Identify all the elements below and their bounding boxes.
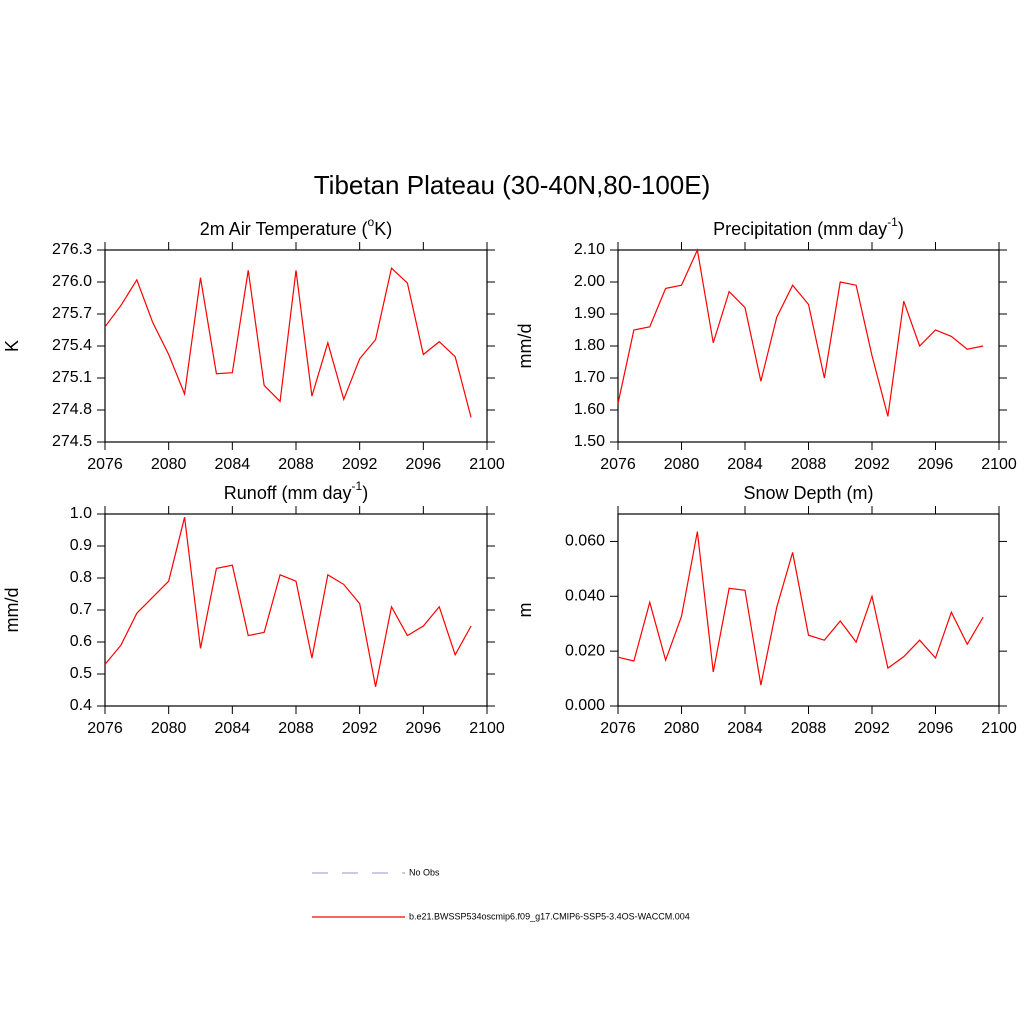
x-tick-label: 2096	[918, 456, 954, 473]
x-tick-label: 2076	[87, 720, 123, 737]
y-tick-label: 275.4	[52, 337, 92, 354]
x-tick-label: 2076	[600, 456, 636, 473]
y-tick-label: 1.70	[574, 369, 605, 386]
x-tick-label: 2100	[981, 456, 1017, 473]
y-axis-label: mm/d	[2, 588, 22, 633]
panel-title-part: Snow Depth (m)	[743, 483, 873, 503]
x-tick-label: 2080	[664, 456, 700, 473]
y-tick-label: 0.4	[70, 697, 92, 714]
panel-title-part: o	[368, 215, 375, 229]
figure-title: Tibetan Plateau (30-40N,80-100E)	[314, 170, 711, 200]
y-tick-label: 0.8	[70, 569, 92, 586]
y-tick-label: 1.50	[574, 433, 605, 450]
y-axis-label: m	[515, 603, 535, 618]
y-tick-label: 275.1	[52, 369, 92, 386]
panel-title: Runoff (mm day-1)	[224, 479, 368, 503]
y-axis-label: mm/d	[515, 324, 535, 369]
x-tick-label: 2084	[215, 720, 251, 737]
panel-title-part: )	[898, 219, 904, 239]
y-tick-label: 0.5	[70, 665, 92, 682]
x-tick-label: 2092	[342, 720, 378, 737]
y-tick-label: 0.7	[70, 601, 92, 618]
data-line	[104, 517, 472, 687]
y-tick-label: 0.9	[70, 537, 92, 554]
y-tick-label: 276.0	[52, 273, 92, 290]
legend-label: b.e21.BWSSP534oscmip6.f09_g17.CMIP6-SSP5…	[409, 911, 690, 921]
data-line	[617, 247, 984, 417]
panel-title-part: Precipitation (mm day	[713, 219, 887, 239]
x-tick-label: 2092	[854, 456, 890, 473]
panel-title: Snow Depth (m)	[743, 483, 873, 503]
data-line	[104, 266, 472, 418]
y-tick-label: 276.3	[52, 241, 92, 258]
y-tick-label: 1.0	[70, 505, 92, 522]
y-tick-label: 1.80	[574, 337, 605, 354]
x-tick-label: 2092	[854, 720, 890, 737]
x-tick-label: 2084	[215, 456, 251, 473]
y-tick-label: 1.90	[574, 305, 605, 322]
legend-label: No Obs	[409, 867, 440, 877]
y-tick-label: 275.7	[52, 305, 92, 322]
panel-title-part: )	[362, 483, 368, 503]
data-line	[617, 531, 984, 686]
panel-title: Precipitation (mm day-1)	[713, 215, 904, 239]
y-tick-label: 274.5	[52, 433, 92, 450]
panel-title-part: -1	[352, 479, 363, 493]
x-tick-label: 2096	[918, 720, 954, 737]
panel-title-part: K)	[374, 219, 392, 239]
panel-title-part: -1	[887, 215, 898, 229]
y-tick-label: 2.10	[574, 241, 605, 258]
y-tick-label: 2.00	[574, 273, 605, 290]
x-tick-label: 2084	[727, 456, 763, 473]
x-tick-label: 2080	[151, 456, 187, 473]
x-tick-label: 2096	[406, 720, 442, 737]
y-tick-label: 0.000	[565, 697, 605, 714]
x-tick-label: 2080	[664, 720, 700, 737]
x-tick-label: 2088	[791, 720, 827, 737]
x-tick-label: 2100	[981, 720, 1017, 737]
panel-title-part: Runoff (mm day	[224, 483, 352, 503]
y-tick-label: 1.60	[574, 401, 605, 418]
x-tick-label: 2092	[342, 456, 378, 473]
y-tick-label: 274.8	[52, 401, 92, 418]
x-tick-label: 2100	[469, 720, 505, 737]
y-axis-label: K	[2, 340, 22, 352]
y-tick-label: 0.6	[70, 633, 92, 650]
y-tick-label: 0.060	[565, 533, 605, 550]
y-tick-label: 0.040	[565, 588, 605, 605]
x-tick-label: 2076	[87, 456, 123, 473]
panel-title: 2m Air Temperature (oK)	[200, 215, 392, 239]
x-tick-label: 2100	[469, 456, 505, 473]
x-tick-label: 2088	[791, 456, 827, 473]
x-tick-label: 2080	[151, 720, 187, 737]
x-tick-label: 2076	[600, 720, 636, 737]
x-tick-label: 2084	[727, 720, 763, 737]
x-tick-label: 2088	[278, 720, 314, 737]
panel-title-part: 2m Air Temperature (	[200, 219, 368, 239]
x-tick-label: 2096	[406, 456, 442, 473]
y-tick-label: 0.020	[565, 642, 605, 659]
x-tick-label: 2088	[278, 456, 314, 473]
